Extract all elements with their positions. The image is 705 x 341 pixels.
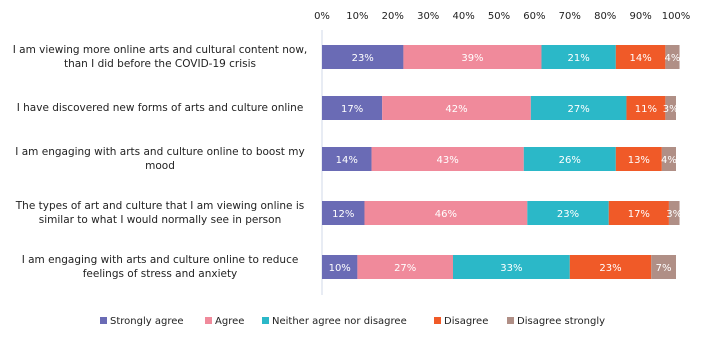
- legend-label: Agree: [215, 316, 244, 327]
- bar-segment: [541, 45, 616, 69]
- x-tick-label: 20%: [382, 11, 404, 22]
- value-label: 4%: [665, 53, 681, 64]
- value-label: 23%: [557, 209, 579, 220]
- bar-segment: [530, 96, 627, 120]
- value-label: 4%: [661, 155, 677, 166]
- bar-segment: [665, 45, 680, 69]
- x-tick-label: 70%: [559, 11, 581, 22]
- value-label: 43%: [437, 155, 459, 166]
- value-label: 27%: [394, 263, 416, 274]
- bar-segment: [665, 96, 676, 120]
- bar-segment: [322, 96, 383, 120]
- bar-segment: [371, 147, 524, 171]
- value-label: 17%: [628, 209, 650, 220]
- bar-segment: [364, 201, 528, 225]
- x-tick-label: 10%: [346, 11, 368, 22]
- bar-segment: [608, 201, 669, 225]
- bar-segment: [569, 255, 652, 279]
- bar-segment: [626, 96, 666, 120]
- x-tick-label: 80%: [594, 11, 616, 22]
- value-label: 3%: [666, 209, 682, 220]
- legend-swatch: [205, 317, 212, 324]
- value-label: 7%: [656, 263, 672, 274]
- value-label: 27%: [568, 104, 590, 115]
- x-tick-label: 50%: [488, 11, 510, 22]
- value-label: 14%: [336, 155, 358, 166]
- bar-segment: [322, 147, 372, 171]
- legend-label: Disagree strongly: [517, 316, 605, 327]
- bar-segment: [322, 201, 365, 225]
- value-label: 23%: [352, 53, 374, 64]
- value-label: 13%: [628, 155, 650, 166]
- value-label: 33%: [500, 263, 522, 274]
- bar-segment: [523, 147, 616, 171]
- legend-label: Strongly agree: [110, 316, 184, 327]
- value-label: 11%: [635, 104, 657, 115]
- legend-swatch: [434, 317, 441, 324]
- value-label: 46%: [435, 209, 457, 220]
- bar-segment: [403, 45, 542, 69]
- bar-segment: [615, 147, 662, 171]
- legend-label: Neither agree nor disagree: [272, 316, 407, 327]
- bar-segment: [357, 255, 453, 279]
- bar-segment: [668, 201, 680, 225]
- x-tick-label: 100%: [662, 11, 691, 22]
- value-label: 14%: [629, 53, 651, 64]
- value-label: 26%: [559, 155, 581, 166]
- x-tick-label: 30%: [417, 11, 439, 22]
- category-label: I am viewing more online arts and cultur…: [12, 44, 308, 70]
- bar-segment: [382, 96, 531, 120]
- bar-segment: [651, 255, 676, 279]
- bar-segment: [452, 255, 570, 279]
- x-tick-label: 0%: [314, 11, 330, 22]
- bar-segment: [527, 201, 609, 225]
- category-label: I am engaging with arts and culture onli…: [15, 146, 305, 172]
- value-label: 42%: [445, 104, 467, 115]
- legend-swatch: [507, 317, 514, 324]
- value-label: 3%: [663, 104, 679, 115]
- x-tick-label: 90%: [629, 11, 651, 22]
- value-label: 17%: [341, 104, 363, 115]
- x-tick-label: 40%: [452, 11, 474, 22]
- bar-segment: [661, 147, 676, 171]
- category-label: I am engaging with arts and culture onli…: [21, 254, 299, 280]
- category-label: I have discovered new forms of arts and …: [16, 102, 304, 114]
- value-label: 39%: [461, 53, 483, 64]
- x-tick-label: 60%: [523, 11, 545, 22]
- legend-swatch: [262, 317, 269, 324]
- category-label: The types of art and culture that I am v…: [15, 200, 305, 226]
- bar-segment: [615, 45, 666, 69]
- value-label: 23%: [599, 263, 621, 274]
- value-label: 10%: [329, 263, 351, 274]
- bar-segment: [322, 255, 358, 279]
- bar-segment: [322, 45, 404, 69]
- value-label: 21%: [568, 53, 590, 64]
- legend-label: Disagree: [444, 316, 488, 327]
- value-label: 12%: [332, 209, 354, 220]
- legend-swatch: [100, 317, 107, 324]
